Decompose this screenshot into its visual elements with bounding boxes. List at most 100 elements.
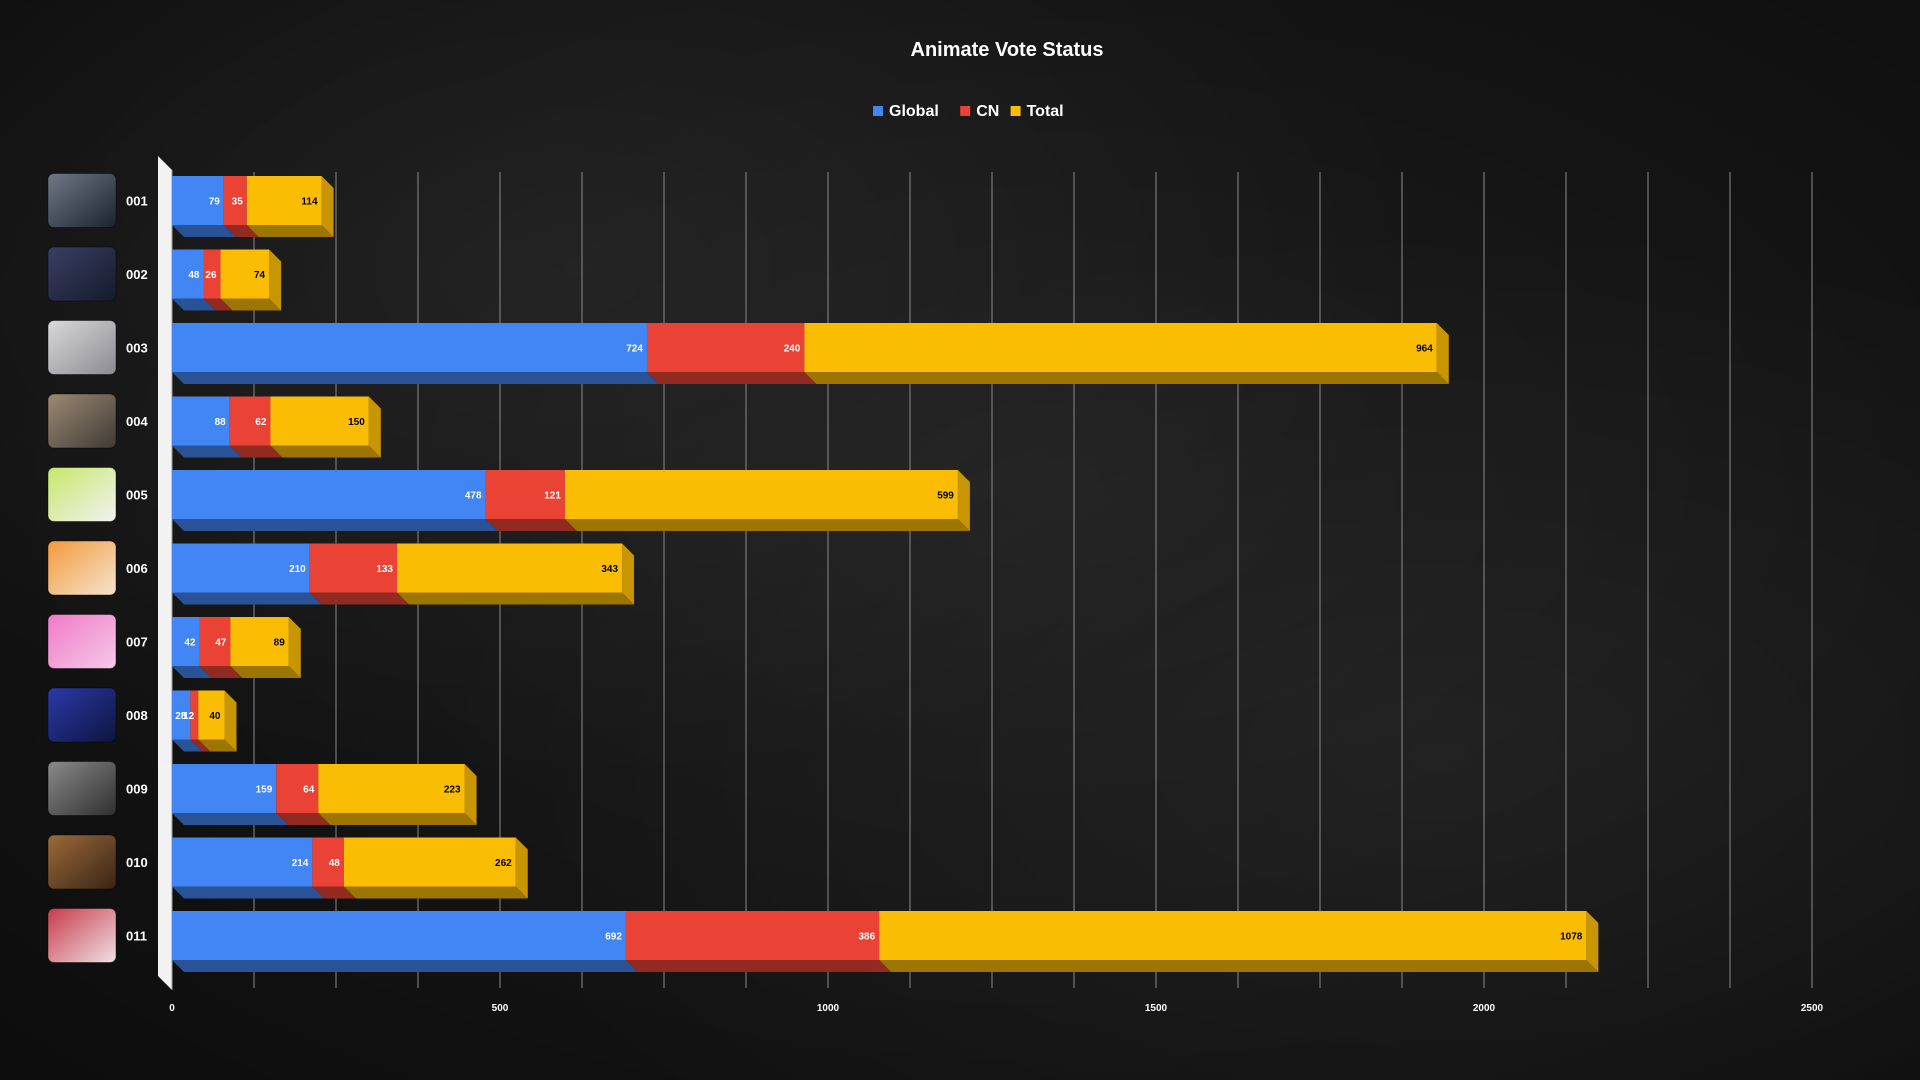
axis-wall [158,156,172,990]
x-tick-label: 1000 [817,1003,840,1014]
data-label-cn-003: 240 [784,344,801,355]
thumbnail-008 [47,687,117,743]
bar-global-008 [172,690,191,740]
bar-total-003 [804,323,1437,372]
data-label-cn-006: 133 [376,564,393,575]
data-label-global-002: 48 [188,270,200,281]
bar-bottom-face [879,960,1599,972]
data-label-total-003: 964 [1416,344,1433,355]
thumbnail-007 [47,614,117,669]
bar-total-009 [318,764,465,813]
category-label-010: 010 [126,855,148,870]
chart-title: Animate Vote Status [911,39,1104,61]
bar-bottom-face [172,592,322,605]
data-label-global-003: 724 [626,344,643,355]
bar-total-011 [879,911,1587,960]
bar-global-001 [172,176,224,225]
thumbnail-009 [47,761,117,816]
data-label-global-010: 214 [292,858,309,869]
data-label-cn-010: 48 [329,858,341,869]
bar-bottom-face [199,666,243,678]
thumbnail-005 [47,467,117,522]
bar-bottom-face [223,225,259,237]
bar-global-004 [172,396,230,446]
category-label-011: 011 [126,929,147,944]
bar-total-005 [564,470,958,519]
x-tick-label: 2000 [1473,1003,1496,1014]
bar-bottom-face [804,372,1449,384]
data-label-cn-007: 47 [215,638,227,649]
data-label-total-008: 40 [209,711,221,722]
bar-bottom-face [172,298,216,311]
data-label-total-006: 343 [601,564,618,575]
bar-end-face [368,396,381,458]
category-label-008: 008 [126,708,148,723]
bar-total-007 [230,617,289,666]
bar-end-face [957,470,970,531]
bar-global-005 [172,470,486,519]
thumbnail-002 [47,246,117,302]
x-tick-label: 2500 [1801,1003,1824,1014]
data-label-global-009: 159 [256,785,273,796]
bar-cn-006 [309,543,398,593]
thumbnail-004 [47,393,117,449]
data-label-total-004: 150 [348,417,365,428]
bar-global-009 [172,764,277,813]
category-label-004: 004 [126,414,148,429]
bar-bottom-face [172,666,212,678]
bar-total-008 [198,690,225,740]
bar-bottom-face [172,960,638,972]
data-label-cn-004: 62 [255,417,267,428]
bar-bottom-face [343,886,528,899]
bar-global-007 [172,617,200,666]
bar-end-face [1586,911,1599,972]
bar-bottom-face [397,592,635,605]
bar-global-010 [172,837,313,887]
x-tick-label: 0 [169,1003,175,1014]
data-label-global-004: 88 [215,417,227,428]
data-label-global-005: 478 [465,491,482,502]
data-label-cn-005: 121 [544,491,561,502]
data-label-global-007: 42 [184,638,196,649]
bar-global-003 [172,323,647,372]
bar-bottom-face [198,739,237,752]
bar-bottom-face [625,960,892,972]
bar-end-face [1436,323,1449,384]
legend: Global CN Total [873,103,1064,120]
data-label-global-008: 28 [175,711,187,722]
bar-end-face [464,764,477,825]
bar-end-face [515,837,528,899]
bar-cn-003 [646,323,805,372]
x-tick-label: 500 [492,1003,509,1014]
data-label-global-006: 210 [289,564,306,575]
bar-bottom-face [312,886,356,899]
data-label-total-001: 114 [301,197,318,208]
bar-bottom-face [172,445,242,458]
data-label-global-011: 692 [605,932,622,943]
bar-bottom-face [220,298,282,311]
bar-bottom-face [270,445,381,458]
x-tick-label: 1500 [1145,1003,1168,1014]
thumbnail-001 [47,173,117,228]
data-label-total-010: 262 [495,858,512,869]
bar-bottom-face [203,298,233,311]
bar-cn-011 [625,911,880,960]
category-label-009: 009 [126,782,148,797]
bar-cn-007 [199,617,231,666]
legend-swatch-global [873,106,883,116]
grid-lines [171,172,1813,988]
legend-swatch-cn [960,106,971,116]
data-label-cn-001: 35 [232,197,244,208]
bar-bottom-face [646,372,817,384]
bar-total-001 [246,176,322,225]
bar-global-006 [172,543,310,593]
bar-total-004 [270,396,369,446]
legend-label-total: Total [1027,103,1064,120]
category-label-006: 006 [126,561,148,576]
bar-total-006 [397,543,623,593]
data-label-cn-009: 64 [303,785,315,796]
bar-bottom-face [485,519,577,531]
bar-bottom-face [229,445,283,458]
